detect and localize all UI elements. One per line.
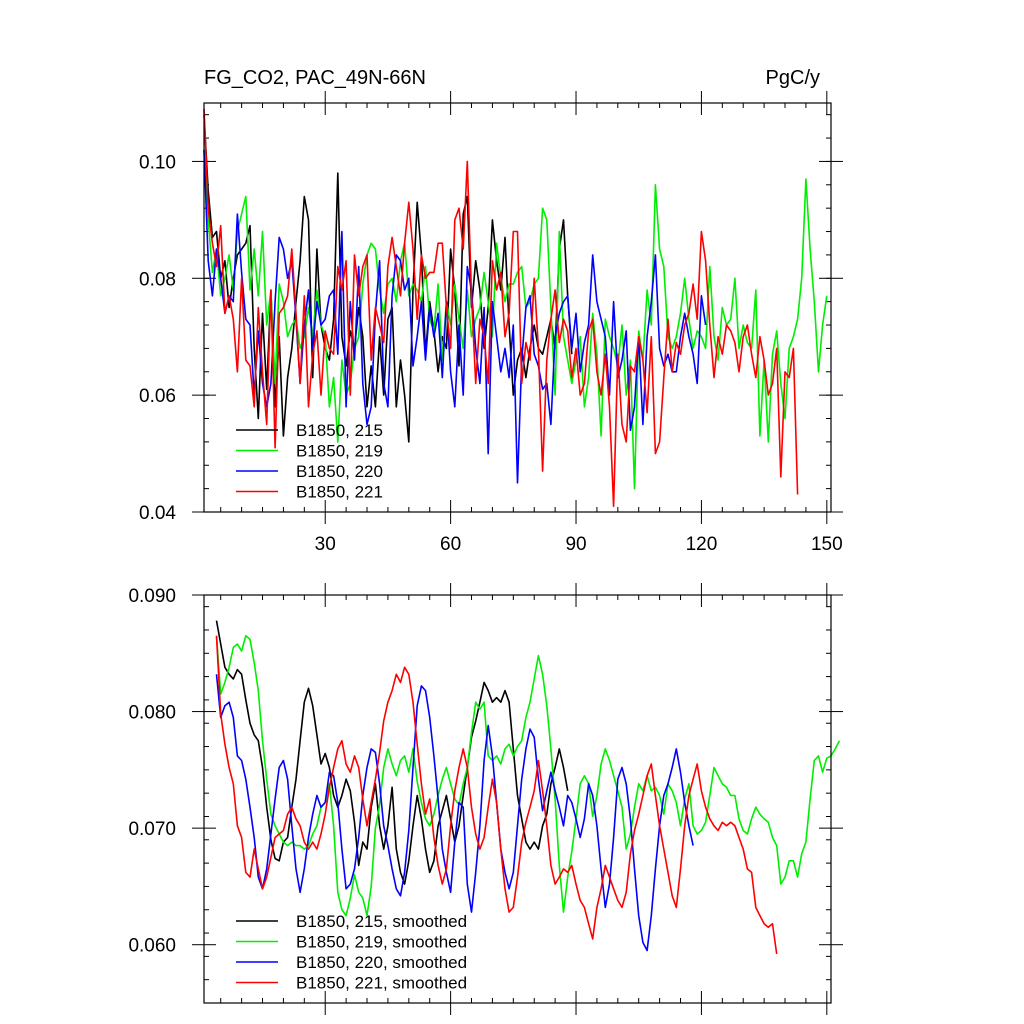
y-tick-label: 0.070 [128,819,176,840]
tick-labels-raw: 30 60 90 120 150 0.04 0.06 0.08 0.10 [139,152,843,555]
series-line-smoothed-3 [215,674,694,952]
legend-label: B1850, 220, smoothed [296,953,467,972]
units-label: PgC/y [766,67,820,89]
legend-label: B1850, 219, smoothed [296,933,467,952]
legend-smoothed: B1850, 215, smoothed B1850, 219, smoothed… [236,912,467,993]
x-tick-label: 120 [686,534,718,555]
y-tick-label: 0.10 [139,152,176,173]
legend-label: B1850, 219 [296,442,383,461]
x-tick-label: 30 [315,534,336,555]
ticks-smoothed [192,583,843,1015]
series-line-raw-2 [203,149,828,490]
plot-frame-raw [203,102,832,513]
tick-labels-smoothed: 0.060 0.070 0.080 0.090 [128,586,176,957]
panel-smoothed: 0.060 0.070 0.080 0.090 B1850, 215, smoothe… [128,583,843,1015]
series-line-smoothed-1 [215,620,569,885]
legend-label: B1850, 221, smoothed [296,974,467,993]
series-line-smoothed-2 [215,634,841,917]
legend-label: B1850, 215 [296,421,383,440]
x-tick-label: 60 [440,534,461,555]
legend-label: B1850, 220 [296,462,383,481]
y-tick-label: 0.04 [139,503,176,524]
y-tick-label: 0.060 [128,936,176,957]
x-tick-label: 150 [811,534,843,555]
plot-frame-smoothed [203,594,832,1004]
y-tick-label: 0.06 [139,386,176,407]
ticks-raw [192,91,843,524]
series-line-raw-4 [203,108,799,508]
y-tick-label: 0.08 [139,269,176,290]
chart-title: FG_CO2, PAC_49N-66N [204,67,426,89]
series-line-smoothed-4 [215,635,778,955]
series-line-raw-3 [203,149,707,484]
legend-label: B1850, 215, smoothed [296,912,467,931]
series-raw [203,108,828,508]
x-tick-label: 90 [565,534,586,555]
y-tick-label: 0.090 [128,586,176,607]
y-tick-label: 0.080 [128,703,176,724]
series-line-raw-1 [203,114,573,443]
legend-label: B1850, 221 [296,483,383,502]
series-smoothed [215,620,841,955]
